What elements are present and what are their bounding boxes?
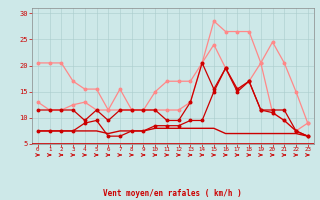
Text: Vent moyen/en rafales ( km/h ): Vent moyen/en rafales ( km/h ) (103, 189, 242, 198)
